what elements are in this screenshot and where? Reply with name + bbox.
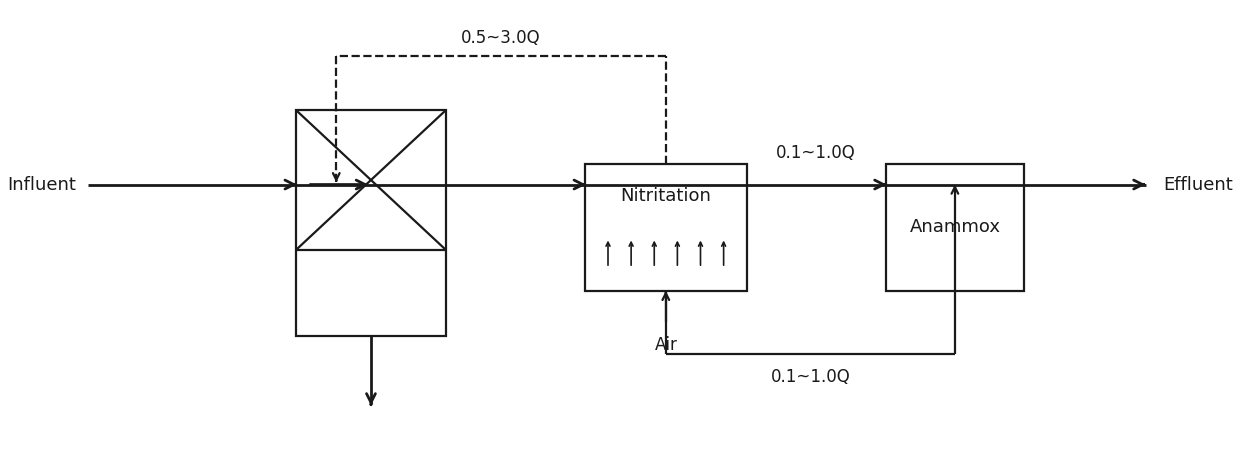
Text: 0.1~1.0Q: 0.1~1.0Q (770, 368, 851, 386)
Bar (585, 164, 746, 291)
Text: Nitritation: Nitritation (620, 187, 712, 205)
Text: Air: Air (655, 336, 677, 354)
Text: Effluent: Effluent (1163, 176, 1233, 193)
Text: Anammox: Anammox (909, 218, 1001, 237)
Text: 0.1~1.0Q: 0.1~1.0Q (776, 144, 856, 162)
Bar (296, 110, 446, 336)
Bar (885, 164, 1024, 291)
Text: Influent: Influent (7, 176, 76, 193)
Text: 0.5~3.0Q: 0.5~3.0Q (461, 29, 541, 46)
